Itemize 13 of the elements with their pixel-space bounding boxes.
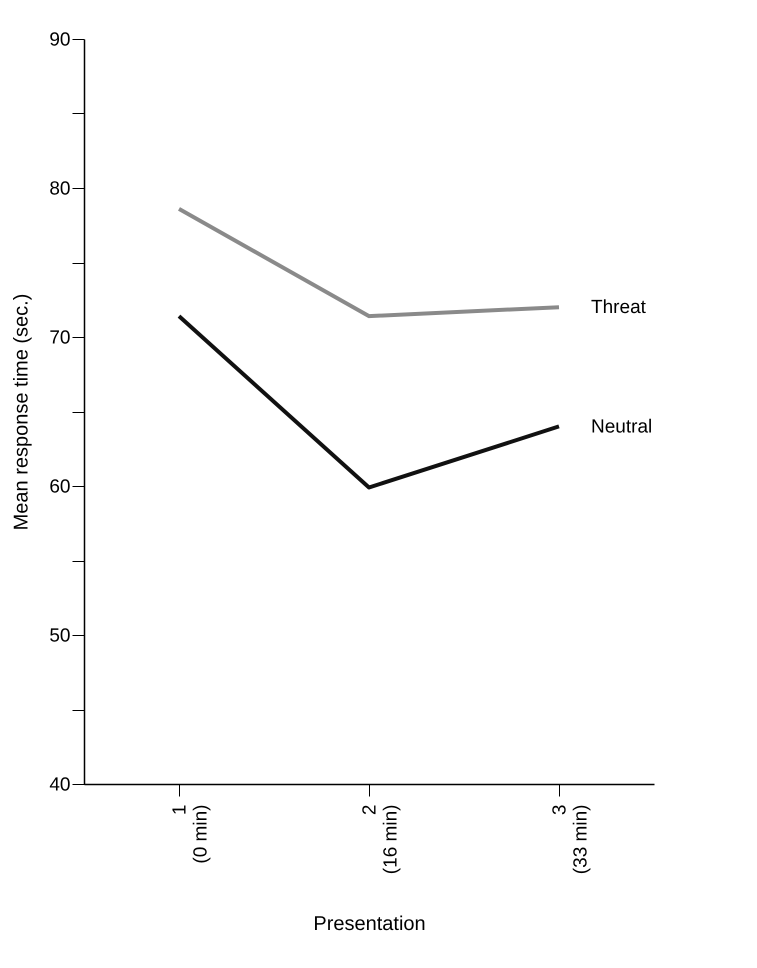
y-tick-label: 90 xyxy=(49,30,70,50)
series-label: Threat xyxy=(591,297,647,318)
y-tick-label: 60 xyxy=(49,476,70,498)
x-tick-label: 2 (16 min) xyxy=(360,804,402,874)
x-tick-label: 1 (0 min) xyxy=(170,804,212,864)
x-axis-title: Presentation xyxy=(313,913,426,936)
x-tick-label: 3 (33 min) xyxy=(550,804,592,874)
series-label: Neutral xyxy=(591,416,652,438)
y-tick-label: 40 xyxy=(49,774,70,796)
y-tick-label: 70 xyxy=(49,328,70,348)
y-axis-title: Mean response time (sec.) xyxy=(10,294,32,530)
y-tick-label: 50 xyxy=(49,626,70,646)
y-tick-label: 80 xyxy=(49,178,70,200)
